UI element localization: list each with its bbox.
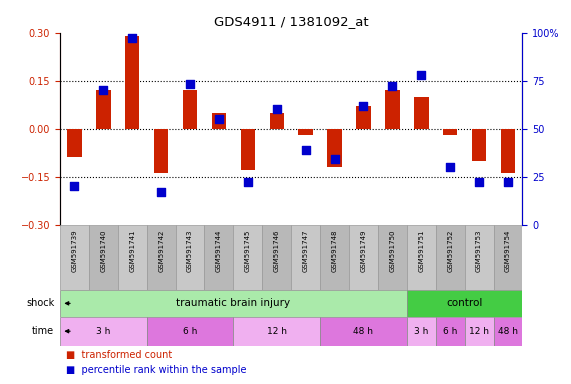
Bar — [414, 97, 428, 129]
Bar — [67, 129, 82, 157]
Bar — [183, 90, 197, 129]
Bar — [204, 225, 234, 290]
Point — [445, 164, 455, 170]
Bar — [443, 129, 457, 135]
Bar — [60, 225, 89, 290]
Bar — [327, 129, 342, 167]
Text: 3 h: 3 h — [414, 327, 428, 336]
Text: 6 h: 6 h — [443, 327, 457, 336]
Point — [156, 189, 166, 195]
Text: ■  percentile rank within the sample: ■ percentile rank within the sample — [66, 365, 246, 375]
Text: GSM591752: GSM591752 — [447, 230, 453, 272]
Text: traumatic brain injury: traumatic brain injury — [176, 298, 291, 308]
Text: GSM591746: GSM591746 — [274, 230, 280, 272]
Point — [70, 183, 79, 189]
Bar — [60, 317, 147, 346]
Point — [359, 103, 368, 109]
Point — [243, 179, 252, 185]
Text: GSM591754: GSM591754 — [505, 230, 511, 272]
Text: GDS4911 / 1381092_at: GDS4911 / 1381092_at — [214, 15, 368, 28]
Bar — [154, 129, 168, 174]
Bar — [493, 225, 522, 290]
Bar — [118, 225, 147, 290]
Text: time: time — [32, 326, 54, 336]
Bar — [349, 225, 378, 290]
Point — [330, 156, 339, 162]
Bar — [212, 113, 226, 129]
Bar — [96, 90, 111, 129]
Text: 6 h: 6 h — [183, 327, 197, 336]
Point — [417, 72, 426, 78]
Bar — [465, 225, 493, 290]
Text: GSM591751: GSM591751 — [419, 230, 424, 272]
Point — [99, 87, 108, 93]
Text: 48 h: 48 h — [353, 327, 373, 336]
Point — [388, 83, 397, 89]
Text: ■  transformed count: ■ transformed count — [66, 350, 172, 360]
Bar — [436, 225, 465, 290]
Bar — [378, 225, 407, 290]
Bar — [60, 290, 407, 317]
Bar — [407, 290, 522, 317]
Bar — [234, 225, 262, 290]
Point — [128, 35, 137, 41]
Bar — [147, 317, 234, 346]
Text: control: control — [447, 298, 483, 308]
Text: GSM591749: GSM591749 — [360, 230, 367, 272]
Bar — [407, 317, 436, 346]
Text: GSM591742: GSM591742 — [158, 230, 164, 272]
Bar — [270, 113, 284, 129]
Bar — [465, 317, 493, 346]
Point — [301, 147, 310, 153]
Text: GSM591745: GSM591745 — [245, 230, 251, 272]
Bar — [493, 317, 522, 346]
Text: GSM591740: GSM591740 — [100, 230, 106, 272]
Text: GSM591739: GSM591739 — [71, 230, 78, 273]
Text: 12 h: 12 h — [469, 327, 489, 336]
Bar — [291, 225, 320, 290]
Bar — [234, 317, 320, 346]
Bar — [320, 225, 349, 290]
Text: 12 h: 12 h — [267, 327, 287, 336]
Point — [186, 81, 195, 88]
Text: GSM591753: GSM591753 — [476, 230, 482, 272]
Bar — [436, 317, 465, 346]
Bar — [240, 129, 255, 170]
Bar — [262, 225, 291, 290]
Text: GSM591743: GSM591743 — [187, 230, 193, 272]
Text: shock: shock — [26, 298, 54, 308]
Bar — [501, 129, 515, 174]
Bar — [385, 90, 400, 129]
Point — [272, 106, 282, 113]
Bar — [356, 106, 371, 129]
Bar — [407, 225, 436, 290]
Bar — [320, 317, 407, 346]
Bar — [125, 36, 139, 129]
Point — [475, 179, 484, 185]
Bar — [299, 129, 313, 135]
Text: GSM591750: GSM591750 — [389, 230, 395, 272]
Bar — [89, 225, 118, 290]
Text: 48 h: 48 h — [498, 327, 518, 336]
Text: 3 h: 3 h — [96, 327, 111, 336]
Point — [214, 116, 223, 122]
Text: GSM591741: GSM591741 — [129, 230, 135, 272]
Text: GSM591744: GSM591744 — [216, 230, 222, 272]
Text: GSM591748: GSM591748 — [332, 230, 337, 272]
Bar — [176, 225, 204, 290]
Bar — [147, 225, 176, 290]
Text: GSM591747: GSM591747 — [303, 230, 309, 272]
Bar — [472, 129, 486, 161]
Point — [504, 179, 513, 185]
